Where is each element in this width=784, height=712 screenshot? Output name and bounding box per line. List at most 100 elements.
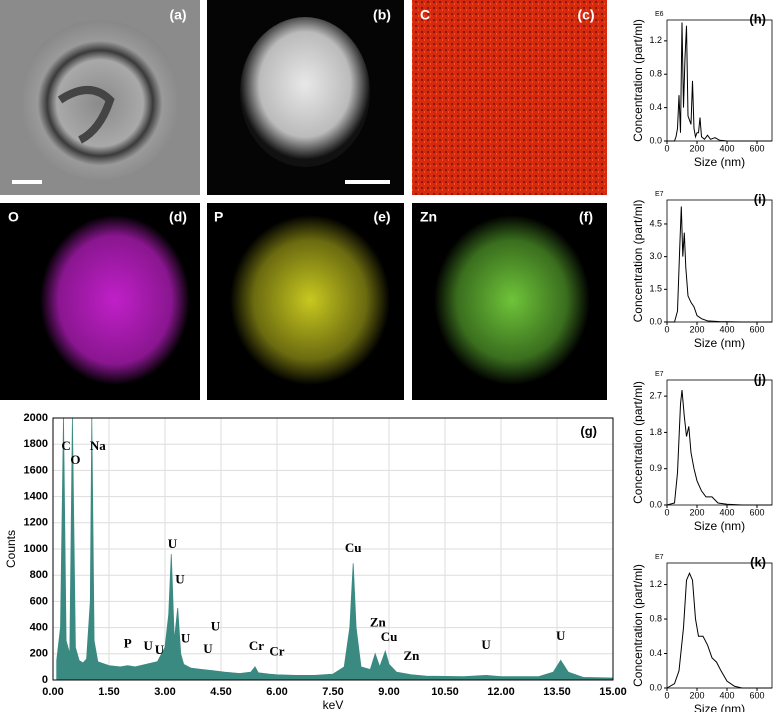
plot-frame bbox=[666, 19, 773, 142]
x-tick-label: 0 bbox=[664, 690, 669, 700]
panel-label: (e) bbox=[373, 209, 390, 225]
plot-frame bbox=[666, 379, 773, 506]
peak-label: Zn bbox=[403, 648, 420, 663]
y-tick-label: 1200 bbox=[24, 517, 48, 529]
x-tick-label: 400 bbox=[719, 690, 734, 700]
y-tick-label: 200 bbox=[30, 648, 48, 660]
x-tick-label: 600 bbox=[749, 324, 764, 334]
plot-frame bbox=[666, 199, 773, 323]
peak-label: U bbox=[556, 628, 566, 643]
y-tick-label: 2000 bbox=[24, 412, 48, 424]
x-tick-label: 15.00 bbox=[599, 686, 627, 698]
micrograph-b bbox=[207, 0, 404, 195]
y-multiplier: E7 bbox=[655, 191, 664, 198]
peak-label: U bbox=[181, 630, 191, 645]
x-tick-label: 200 bbox=[689, 143, 704, 153]
peak-label: Zn bbox=[370, 615, 387, 630]
plot-frame bbox=[52, 417, 614, 681]
y-tick-label: 0.8 bbox=[649, 69, 662, 79]
spectrum-area bbox=[56, 417, 614, 681]
y-multiplier: E7 bbox=[655, 554, 664, 561]
x-tick-label: 4.50 bbox=[210, 686, 231, 698]
x-tick-label: 13.50 bbox=[543, 686, 571, 698]
x-tick-label: 400 bbox=[719, 324, 734, 334]
y-tick-label: 400 bbox=[30, 622, 48, 634]
y-tick-label: 1.5 bbox=[649, 284, 662, 294]
peak-label: Cu bbox=[345, 540, 362, 555]
peak-label: Cr bbox=[269, 643, 284, 658]
panel-label: (c) bbox=[577, 7, 594, 23]
x-tick-label: 0 bbox=[664, 324, 669, 334]
element-label: P bbox=[214, 209, 223, 225]
x-tick-label: 200 bbox=[689, 324, 704, 334]
peak-label: O bbox=[70, 452, 80, 467]
x-tick-label: 0.00 bbox=[42, 686, 63, 698]
peak-label: U bbox=[168, 536, 178, 551]
element-label: Zn bbox=[420, 209, 437, 225]
y-axis-title: Counts bbox=[4, 530, 18, 568]
peak-label: U bbox=[155, 642, 165, 657]
panel-label: (b) bbox=[373, 7, 391, 23]
y-tick-label: 0.4 bbox=[649, 648, 662, 658]
panel-label: (f) bbox=[579, 209, 593, 225]
x-axis-title: Size (nm) bbox=[694, 519, 745, 533]
peak-label: U bbox=[144, 638, 154, 653]
panel-id: (k) bbox=[750, 554, 766, 569]
plot-frame bbox=[666, 562, 773, 689]
peak-label: U bbox=[481, 637, 491, 652]
y-tick-label: 1.8 bbox=[649, 427, 662, 437]
y-tick-label: 0.0 bbox=[649, 135, 662, 145]
y-tick-label: 0.0 bbox=[649, 499, 662, 509]
x-axis-title: keV bbox=[323, 698, 344, 712]
x-tick-label: 200 bbox=[689, 690, 704, 700]
y-tick-label: 1.2 bbox=[649, 35, 662, 45]
map-o bbox=[0, 203, 200, 400]
x-axis-title: Size (nm) bbox=[694, 702, 745, 712]
x-tick-label: 3.00 bbox=[154, 686, 175, 698]
panel-id: (j) bbox=[754, 371, 766, 386]
panel-id: (g) bbox=[580, 423, 597, 438]
panel-label: (a) bbox=[169, 7, 186, 23]
element-label: C bbox=[420, 7, 430, 23]
y-tick-label: 800 bbox=[30, 569, 48, 581]
x-tick-label: 6.00 bbox=[266, 686, 287, 698]
peak-label: Cr bbox=[249, 638, 264, 653]
x-tick-label: 10.50 bbox=[431, 686, 459, 698]
y-tick-label: 0.8 bbox=[649, 613, 662, 623]
peak-label: U bbox=[175, 571, 185, 586]
y-tick-label: 3.0 bbox=[649, 251, 662, 261]
panel-label: (d) bbox=[169, 209, 187, 225]
map-p bbox=[207, 203, 404, 400]
map-zn bbox=[412, 203, 607, 400]
x-tick-label: 600 bbox=[749, 507, 764, 517]
y-tick-label: 600 bbox=[30, 595, 48, 607]
y-axis-title: Concentration (part/ml) bbox=[631, 200, 645, 323]
x-tick-label: 0 bbox=[664, 143, 669, 153]
y-tick-label: 1.2 bbox=[649, 579, 662, 589]
x-tick-label: 400 bbox=[719, 507, 734, 517]
y-tick-label: 1400 bbox=[24, 491, 48, 503]
y-tick-label: 2.7 bbox=[649, 391, 662, 401]
size-line bbox=[666, 572, 772, 689]
element-label: O bbox=[8, 209, 19, 225]
peak-label: P bbox=[124, 636, 132, 651]
x-axis-title: Size (nm) bbox=[694, 155, 745, 169]
y-tick-label: 0.0 bbox=[649, 316, 662, 326]
x-tick-label: 9.00 bbox=[378, 686, 399, 698]
peak-label: C bbox=[61, 438, 70, 453]
y-tick-label: 1000 bbox=[24, 543, 48, 555]
x-tick-label: 12.00 bbox=[487, 686, 515, 698]
panel-id: (i) bbox=[754, 191, 766, 206]
y-tick-label: 4.5 bbox=[649, 218, 662, 228]
peak-label: Na bbox=[90, 438, 106, 453]
peak-label: U bbox=[203, 641, 213, 656]
y-axis-title: Concentration (part/ml) bbox=[631, 564, 645, 687]
map-c bbox=[412, 0, 607, 195]
y-tick-label: 1800 bbox=[24, 438, 48, 450]
size-line bbox=[667, 206, 772, 323]
y-axis-title: Concentration (part/ml) bbox=[631, 19, 645, 142]
x-tick-label: 600 bbox=[749, 690, 764, 700]
y-tick-label: 0.4 bbox=[649, 102, 662, 112]
y-tick-label: 0.9 bbox=[649, 463, 662, 473]
size-line bbox=[667, 22, 772, 142]
